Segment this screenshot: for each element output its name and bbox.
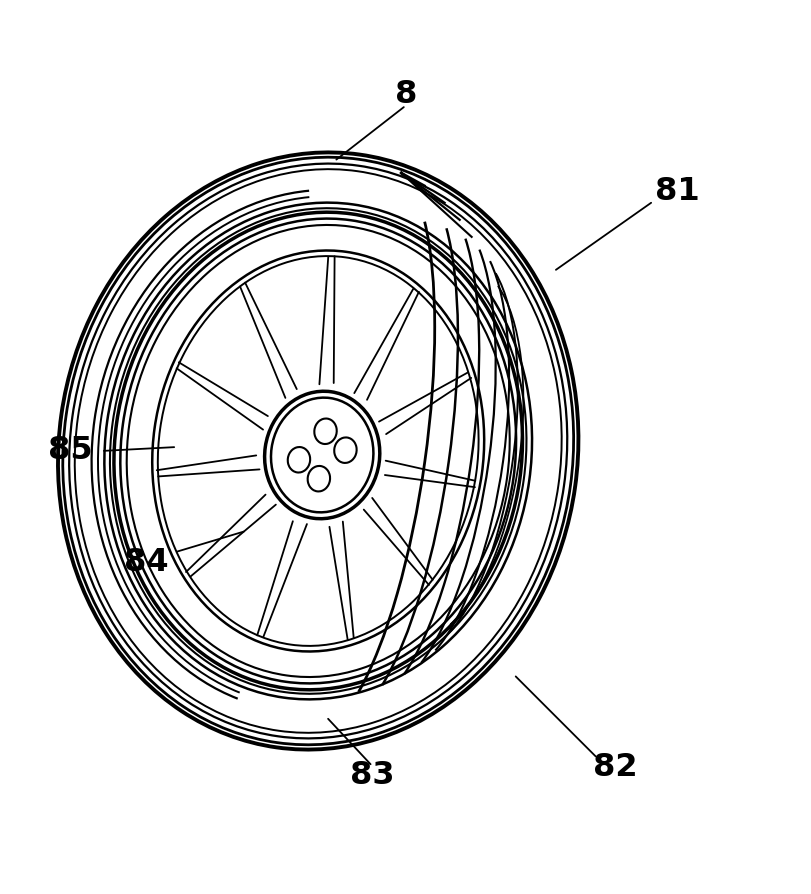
Text: 82: 82 — [592, 753, 637, 783]
Text: 84: 84 — [124, 547, 169, 578]
Text: 8: 8 — [394, 79, 417, 110]
Text: 83: 83 — [350, 760, 394, 791]
Text: 81: 81 — [654, 176, 699, 207]
Text: 85: 85 — [49, 435, 93, 467]
